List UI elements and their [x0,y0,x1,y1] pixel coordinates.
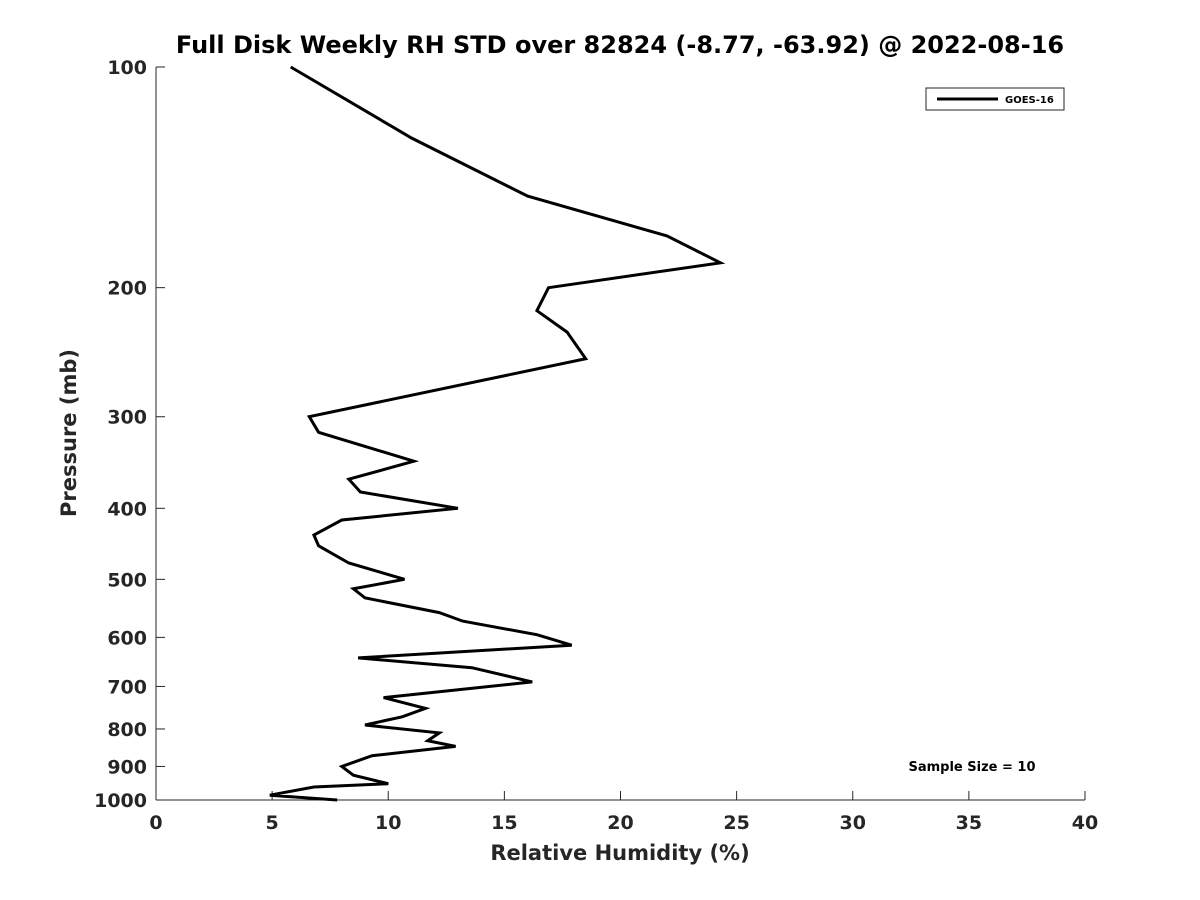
y-axis-ticks: 100 200 300 400 500 600 700 800 900 1000 [94,57,165,812]
y-tick-label: 200 [107,278,147,300]
x-tick-label: 0 [149,812,162,834]
y-tick-label: 300 [107,407,147,429]
y-tick-label: 600 [107,627,147,649]
x-tick-label: 15 [491,812,517,834]
y-tick-label: 400 [107,498,147,520]
y-tick-label: 700 [107,676,147,698]
legend: GOES-16 [925,87,1065,111]
x-tick-label: 40 [1072,812,1098,834]
sample-size-annotation: Sample Size = 10 [908,760,1035,775]
series-line-goes-16 [269,65,726,802]
y-tick-label: 900 [107,756,147,778]
legend-label: GOES-16 [1005,95,1054,106]
y-tick-label: 100 [107,57,147,79]
x-tick-label: 30 [840,812,866,834]
y-axis-label: Pressure (mb) [57,349,81,517]
y-tick-label: 1000 [94,790,147,812]
x-axis-ticks: 0 5 10 15 20 25 30 35 40 [149,791,1098,834]
y-tick-label: 500 [107,569,147,591]
x-tick-label: 25 [723,812,749,834]
x-tick-label: 35 [956,812,982,834]
x-tick-label: 10 [375,812,401,834]
chart-title: Full Disk Weekly RH STD over 82824 (-8.7… [176,31,1064,59]
y-tick-label: 800 [107,719,147,741]
x-tick-label: 20 [607,812,633,834]
x-tick-label: 5 [266,812,279,834]
x-axis-label: Relative Humidity (%) [490,841,749,865]
